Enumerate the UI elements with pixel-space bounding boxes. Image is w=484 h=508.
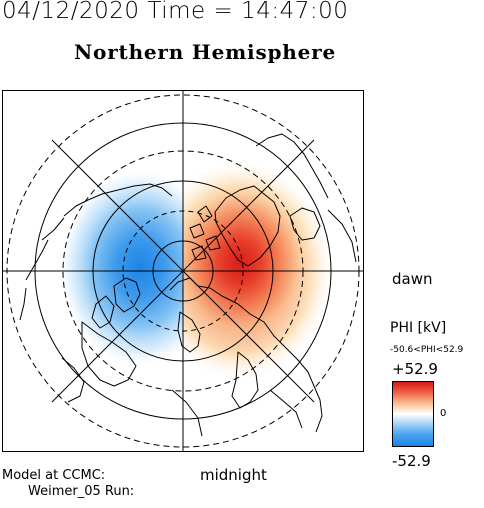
datetime-header: 04/12/2020 Time = 14:47:00	[2, 0, 349, 24]
polar-map	[2, 90, 364, 452]
colorbar-max-label: +52.9	[392, 360, 438, 378]
run-credit: Weimer_05 Run:	[28, 484, 135, 499]
meridian-grid	[2, 90, 364, 452]
colorbar-zero-label: 0	[440, 408, 447, 419]
colorbar-title: PHI [kV]	[390, 320, 447, 336]
coastlines	[19, 133, 357, 437]
midnight-label: midnight	[200, 466, 267, 484]
map-frame	[2, 90, 364, 452]
colorbar	[392, 381, 434, 447]
colorbar-min-label: -52.9	[392, 452, 431, 470]
map-title: Northern Hemisphere	[73, 40, 337, 64]
potential-contour-fill	[58, 158, 335, 382]
colorbar-range: -50.6<PHI<52.9	[390, 345, 464, 355]
dawn-label: dawn	[392, 270, 433, 288]
model-credit: Model at CCMC:	[2, 468, 106, 483]
